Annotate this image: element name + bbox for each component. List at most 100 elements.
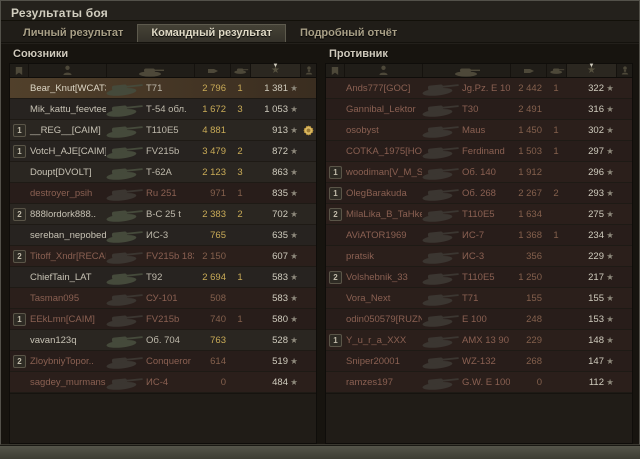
player-name: Y_u_r_a_XXX xyxy=(346,334,407,346)
table-row[interactable]: 2 MilaLika_B_TaHke T110E5 1 634 275 ★ xyxy=(326,204,632,224)
xp-star-icon: ★ xyxy=(290,271,298,282)
vehicle-name: T110E5 xyxy=(462,271,495,283)
tank-icon xyxy=(422,164,462,180)
column-damage[interactable] xyxy=(194,64,230,77)
platoon-cell xyxy=(326,250,344,263)
xp-value: 297 xyxy=(588,145,604,157)
table-row[interactable]: 2 Titoff_Xndr[RECAN] FV215b 183 2 150 60… xyxy=(10,246,316,266)
platoon-icon xyxy=(621,66,628,75)
tank-icon xyxy=(106,122,146,138)
platoon-badge: 1 xyxy=(13,312,26,326)
column-class[interactable] xyxy=(326,64,344,77)
tank-icon xyxy=(106,353,146,369)
vehicle-name: FV215b xyxy=(146,145,180,157)
allies-table-filler xyxy=(10,393,316,443)
table-row[interactable]: 1 OlegBarakuda Об. 268 2 267 2 293 ★ xyxy=(326,183,632,203)
platoon-cell: 2 xyxy=(10,354,28,368)
damage-value: 1 912 xyxy=(518,166,542,178)
table-row[interactable]: AViATOR1969 ИС-7 1 368 1 234 ★ xyxy=(326,225,632,245)
tank-icon xyxy=(106,206,146,222)
table-row[interactable]: Mik_kattu_feevteen Т-54 обл. 1 672 3 1 0… xyxy=(10,99,316,119)
table-row[interactable]: 1 EEkLmn[CAIM] FV215b 740 1 580 ★ xyxy=(10,309,316,329)
epic-medal-icon xyxy=(300,123,316,138)
table-row[interactable]: vavan123q Об. 704 763 528 ★ xyxy=(10,330,316,350)
platoon-cell: 1 xyxy=(326,333,344,347)
xp-value: 484 xyxy=(272,376,288,388)
column-vehicle[interactable] xyxy=(106,64,194,77)
table-row[interactable]: sereban_nepobedimyj ИС-3 765 635 ★ xyxy=(10,225,316,245)
vehicle-name: Ferdinand xyxy=(462,145,505,157)
damage-value: 2 123 xyxy=(202,166,226,178)
sort-arrow-icon: ▼ xyxy=(272,63,279,69)
table-row[interactable]: Doupt[DVOLT] Т-62А 2 123 3 863 ★ xyxy=(10,162,316,182)
table-row[interactable]: 1 __REG__[CAIM] T110E5 4 881 913 ★ xyxy=(10,120,316,140)
tank-icon xyxy=(422,80,462,96)
table-row[interactable]: COTKA_1975[HO_LY] Ferdinand 1 503 1 297 … xyxy=(326,141,632,161)
table-row[interactable]: Vora_Next T71 155 155 ★ xyxy=(326,288,632,308)
column-player[interactable] xyxy=(28,64,106,77)
table-row[interactable]: 2 ZloybniyTopor.. Conqueror 614 519 ★ xyxy=(10,351,316,371)
xp-star-icon: ★ xyxy=(290,145,298,156)
player-name: ChiefTain_LAT xyxy=(30,271,92,283)
column-platoon[interactable] xyxy=(616,64,632,77)
column-frags[interactable] xyxy=(546,64,566,77)
xp-value: 148 xyxy=(588,334,604,346)
table-header: ▼ ★ xyxy=(10,63,316,78)
table-row[interactable]: 1 Y_u_r_a_XXX AMX 13 90 229 148 ★ xyxy=(326,330,632,350)
sort-arrow-icon: ▼ xyxy=(588,63,595,69)
tank-icon xyxy=(422,227,462,243)
table-row[interactable]: Bear_Knut[WCAT3] T71 2 796 1 1 381 ★ xyxy=(10,78,316,98)
column-xp[interactable]: ▼ ★ xyxy=(566,63,616,77)
frags-value: 1 xyxy=(553,229,559,241)
vehicle-name: Об. 704 xyxy=(146,334,180,346)
table-row[interactable]: ChiefTain_LAT T92 2 694 1 583 ★ xyxy=(10,267,316,287)
table-row[interactable]: osobyst Maus 1 450 1 302 ★ xyxy=(326,120,632,140)
damage-value: 0 xyxy=(536,376,542,388)
damage-value: 1 250 xyxy=(518,271,542,283)
table-row[interactable]: ramzes197 G.W. E 100 0 112 ★ xyxy=(326,372,632,392)
table-row[interactable]: Gannibal_Lektor T30 2 491 316 ★ xyxy=(326,99,632,119)
xp-value: 322 xyxy=(588,82,604,94)
platoon-badge: 2 xyxy=(329,270,342,284)
table-row[interactable]: 2 888lordork888.. B-C 25 t 2 383 2 702 ★ xyxy=(10,204,316,224)
xp-value: 112 xyxy=(588,376,604,388)
damage-value: 2 491 xyxy=(518,103,542,115)
platoon-cell: 1 xyxy=(326,186,344,200)
tab-detailed-report[interactable]: Подробный отчёт xyxy=(299,27,398,39)
damage-value: 1 672 xyxy=(202,103,226,115)
column-platoon[interactable] xyxy=(300,64,316,77)
tab-team-result[interactable]: Командный результат xyxy=(137,24,286,42)
damage-value: 2 796 xyxy=(202,82,226,94)
platoon-badge: 1 xyxy=(329,333,342,347)
table-row[interactable]: odin050579[RUZN] E 100 248 153 ★ xyxy=(326,309,632,329)
table-row[interactable]: Tasman095 СУ-101 508 583 ★ xyxy=(10,288,316,308)
player-name: ZloybniyTopor.. xyxy=(30,355,94,367)
table-row[interactable]: 1 VotcH_AJE[CAIM] FV215b 3 479 2 872 ★ xyxy=(10,141,316,161)
table-row[interactable]: 1 woodiman[V_M_S] Об. 140 1 912 296 ★ xyxy=(326,162,632,182)
platoon-cell xyxy=(10,229,28,242)
column-class[interactable] xyxy=(10,64,28,77)
column-vehicle[interactable] xyxy=(422,64,510,77)
column-damage[interactable] xyxy=(510,64,546,77)
table-row[interactable]: sagdey_murmansk.. ИС-4 0 484 ★ xyxy=(10,372,316,392)
allies-panel-title: Союзники xyxy=(13,48,69,60)
platoon-badge: 1 xyxy=(13,123,26,137)
damage-value: 356 xyxy=(526,250,542,262)
table-row[interactable]: pratsik ИС-3 356 229 ★ xyxy=(326,246,632,266)
xp-star-icon: ★ xyxy=(606,166,614,177)
xp-star-icon: ★ xyxy=(290,208,298,219)
table-row[interactable]: destroyer_psih Ru 251 971 1 835 ★ xyxy=(10,183,316,203)
tank-icon xyxy=(106,101,146,117)
column-xp[interactable]: ▼ ★ xyxy=(250,63,300,77)
table-row[interactable]: 2 Volshebnik_33 T110E5 1 250 217 ★ xyxy=(326,267,632,287)
table-row[interactable]: Ands777[GOC] Jg.Pz. E 100 2 442 1 322 ★ xyxy=(326,78,632,98)
table-row[interactable]: Sniper20001 WZ-132 268 147 ★ xyxy=(326,351,632,371)
xp-value: 217 xyxy=(588,271,604,283)
tab-personal-result[interactable]: Личный результат xyxy=(23,27,124,39)
tank-icon xyxy=(138,68,164,77)
player-name: Ands777[GOC] xyxy=(346,82,411,94)
platoon-badge: 2 xyxy=(329,207,342,221)
damage-value: 2 150 xyxy=(202,250,226,262)
column-frags[interactable] xyxy=(230,64,250,77)
column-player[interactable] xyxy=(344,64,422,77)
